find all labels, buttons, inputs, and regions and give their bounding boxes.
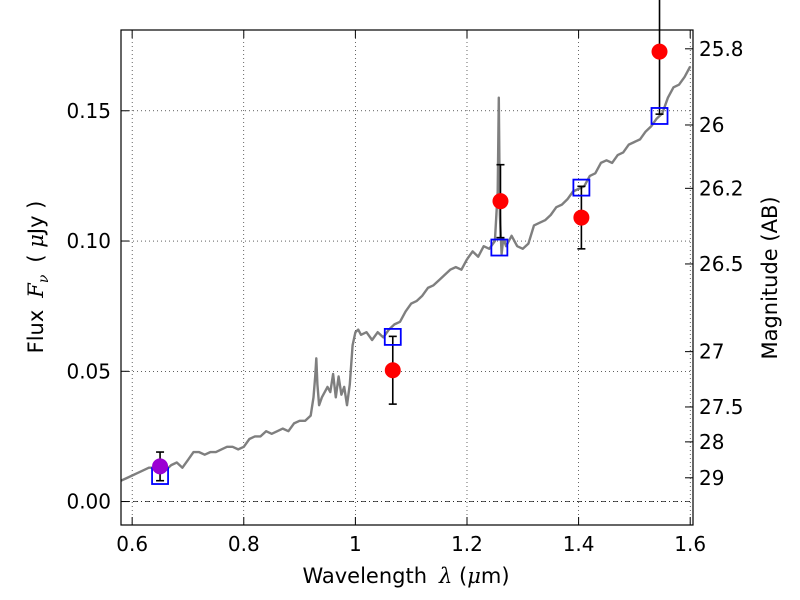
magnitude-axis-label: Magnitude (AB) <box>758 196 782 359</box>
plot-frame <box>120 29 694 526</box>
observed-photometry-series <box>152 43 668 475</box>
x-tick-label: 1.4 <box>563 532 595 556</box>
x-tick-label: 1.2 <box>451 532 483 556</box>
y-tick-label: 0.15 <box>66 99 111 123</box>
synthetic-photometry-square <box>650 107 669 125</box>
observed-photometry-point <box>384 362 401 379</box>
synthetic-photometry-series <box>151 107 669 485</box>
magnitude-tick-label: 27 <box>699 340 724 364</box>
magnitude-tick-label: 29 <box>699 466 724 490</box>
x-tick-label: 1 <box>349 532 362 556</box>
y-axis-label: FluxFν( μJy ) <box>24 201 52 354</box>
observed-photometry-point <box>573 209 590 226</box>
y-tick-label: 0.00 <box>66 490 111 514</box>
synthetic-photometry-square <box>490 238 509 257</box>
x-axis-label: Wavelength λ (μm) <box>302 564 509 588</box>
y-tick-label: 0.05 <box>66 359 111 383</box>
magnitude-tick-label: 26 <box>699 113 724 137</box>
observed-photometry-point <box>651 43 668 60</box>
magnitude-tick-label: 27.5 <box>699 395 744 419</box>
magnitude-tick-label: 26.5 <box>699 252 744 276</box>
x-tick-label: 0.8 <box>228 532 260 556</box>
x-tick-label: 1.6 <box>674 532 706 556</box>
axis-ticks: 0.6 0.8 1 1.2 1.4 1.6 0.00 0.05 0.10 0.15 25.8 26 26… <box>66 30 744 556</box>
x-tick-label: 0.6 <box>116 532 148 556</box>
optical-photometry-point <box>152 458 169 475</box>
magnitude-tick-label: 26.2 <box>699 176 744 200</box>
magnitude-tick-label: 28 <box>699 430 724 454</box>
observed-photometry-point <box>492 193 509 210</box>
synthetic-photometry-square <box>572 178 591 197</box>
synthetic-photometry-square <box>383 327 402 346</box>
magnitude-tick-label: 25.8 <box>699 37 744 61</box>
y-tick-label: 0.10 <box>66 229 111 253</box>
